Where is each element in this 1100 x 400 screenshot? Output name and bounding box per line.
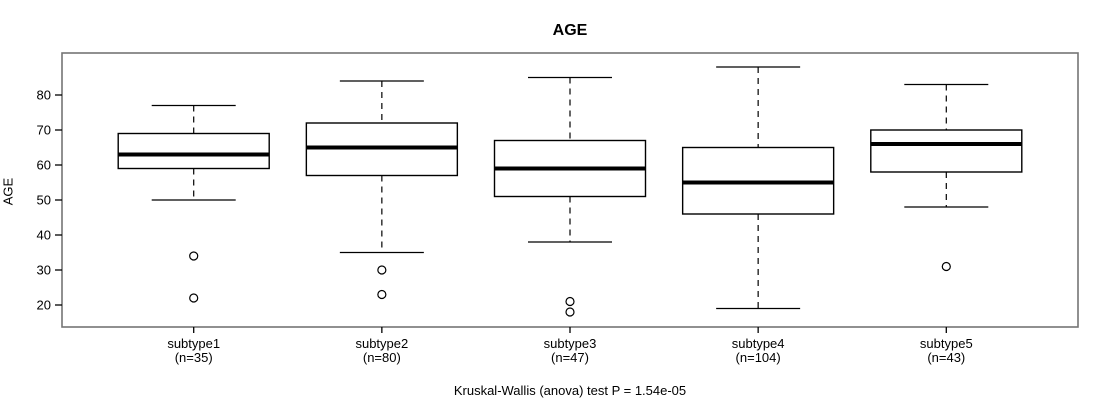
outlier-point-subtype1 [189, 293, 199, 303]
x-category-n-label-subtype5: (n=43) [927, 350, 965, 365]
x-category-n-label-subtype2: (n=80) [363, 350, 401, 365]
x-category-label-subtype1: subtype1 [167, 336, 220, 351]
y-tick-label: 20 [37, 298, 51, 313]
x-category-label-subtype3: subtype3 [544, 336, 597, 351]
outlier-point-subtype5 [941, 261, 951, 272]
iqr-box-subtype5 [870, 129, 1023, 173]
outlier-point-subtype2 [377, 289, 387, 300]
outlier-point-subtype2 [377, 265, 387, 275]
outlier-point-subtype3 [565, 307, 575, 317]
y-tick-label: 80 [37, 88, 51, 103]
y-axis-title: AGE [0, 177, 16, 206]
x-category-label-subtype4: subtype4 [732, 336, 785, 351]
outlier-point-subtype1 [189, 251, 199, 261]
x-category-n-label-subtype4: (n=104) [736, 350, 781, 365]
chart-title: AGE [552, 22, 588, 39]
y-tick-label: 50 [37, 193, 51, 208]
outlier-point-subtype3 [565, 296, 575, 307]
y-tick-label: 60 [37, 158, 51, 173]
y-tick-label: 30 [37, 263, 51, 278]
x-category-label-subtype2: subtype2 [355, 336, 408, 351]
iqr-box-subtype1 [117, 132, 270, 170]
y-tick-label: 70 [37, 123, 51, 138]
x-category-n-label-subtype1: (n=35) [175, 350, 213, 365]
x-category-label-subtype5: subtype5 [920, 336, 973, 351]
stat-test-caption: Kruskal-Wallis (anova) test P = 1.54e-05 [453, 383, 687, 398]
x-category-n-label-subtype3: (n=47) [551, 350, 589, 365]
y-tick-label: 40 [37, 228, 51, 243]
